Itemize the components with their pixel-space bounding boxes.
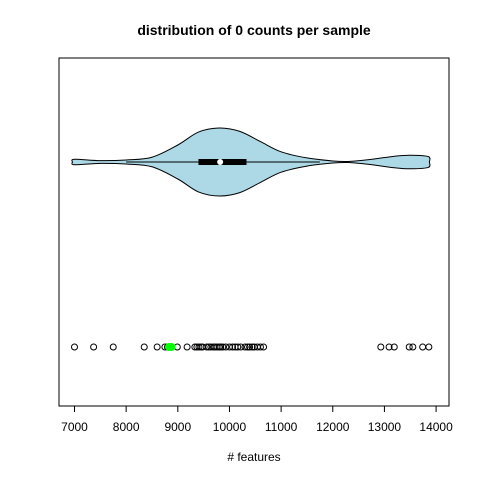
data-point [222, 343, 230, 351]
x-tick-label: 11000 [265, 420, 298, 434]
x-tick-label: 12000 [316, 420, 350, 434]
data-point [70, 343, 78, 351]
data-point [203, 343, 211, 351]
data-point [390, 343, 398, 351]
data-point [385, 343, 393, 351]
data-point [219, 343, 227, 351]
violin-median [217, 159, 224, 165]
data-point [405, 343, 413, 351]
x-tick-label: 14000 [419, 420, 453, 434]
plot-frame [58, 57, 450, 407]
data-point [377, 343, 385, 351]
x-axis: 7000 8000 9000 10000 11000 12000 13000 14000 [61, 405, 453, 434]
data-point [237, 343, 245, 351]
data-point [409, 343, 417, 351]
data-point [229, 343, 237, 351]
data-point [153, 343, 161, 351]
chart-title: distribution of 0 counts per sample [137, 22, 371, 38]
x-tick-label: 9000 [164, 420, 191, 434]
x-tick-label: 10000 [213, 420, 247, 434]
data-point [241, 343, 249, 351]
violin-layer [71, 127, 431, 197]
data-point [260, 343, 268, 351]
x-tick-label: 13000 [368, 420, 402, 434]
data-point [140, 343, 148, 351]
x-tick-label: 8000 [113, 420, 140, 434]
data-point [234, 343, 242, 351]
data-point [183, 343, 191, 351]
data-point [109, 343, 117, 351]
x-axis-label: # features [227, 450, 280, 464]
data-point [246, 343, 254, 351]
data-point [217, 343, 225, 351]
highlight-point [167, 343, 176, 351]
data-point [425, 343, 433, 351]
points-layer [70, 343, 433, 351]
x-tick-label: 7000 [61, 420, 88, 434]
data-point [244, 343, 252, 351]
data-point [195, 343, 203, 351]
data-point [419, 343, 427, 351]
data-point [90, 343, 98, 351]
data-point [248, 343, 256, 351]
data-point [256, 343, 264, 351]
